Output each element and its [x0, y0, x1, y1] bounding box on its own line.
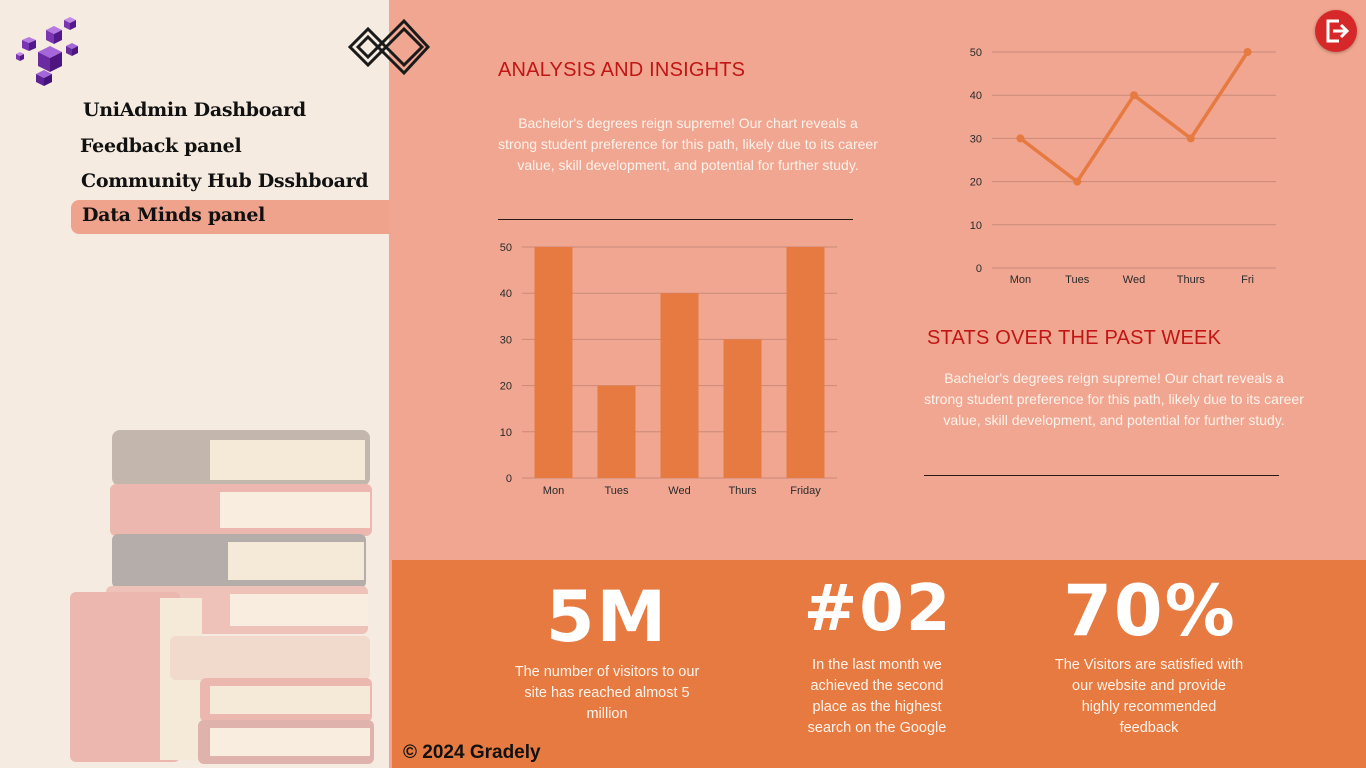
- line-point: [1186, 134, 1195, 143]
- week-stats-text: Bachelor's degrees reign supreme! Our ch…: [924, 370, 1304, 428]
- line-point: [1073, 177, 1082, 186]
- nav-active-highlight: [71, 200, 389, 234]
- line-y-tick-label: 10: [970, 220, 982, 232]
- bar: [534, 247, 573, 478]
- line-y-tick-label: 0: [976, 263, 982, 275]
- footer-copyright: © 2024 Gradely: [403, 742, 541, 763]
- bar-chart: 0 10 20 30 40 50 Mon Tues Wed Thurs Friday: [500, 242, 837, 497]
- books-illustration: [70, 430, 374, 764]
- bar-x-tick-label: Tues: [604, 485, 629, 497]
- analysis-text: Bachelor's degrees reign supreme! Our ch…: [498, 115, 878, 173]
- line-series: [1019, 51, 1250, 184]
- bar: [597, 385, 636, 478]
- line-x-tick-label: Tues: [1065, 274, 1090, 286]
- bar-y-tick-label: 0: [506, 473, 512, 485]
- bar-x-tick-label: Thurs: [728, 485, 757, 497]
- stats-strip: [392, 560, 1366, 768]
- stat-satisfaction-value: 70%: [1063, 570, 1237, 652]
- line-x-tick-label: Mon: [1010, 274, 1031, 286]
- cubes-icon: [16, 17, 78, 86]
- bar: [786, 247, 825, 478]
- nav-item-feedback-panel[interactable]: Feedback panel: [80, 135, 242, 157]
- nav-item-uniadmin-dashboard[interactable]: UniAdmin Dashboard: [83, 99, 306, 121]
- analysis-divider: [498, 219, 853, 220]
- line-y-tick-label: 50: [970, 47, 982, 59]
- bar-y-tick-label: 10: [500, 427, 512, 439]
- week-stats-title: STATS OVER THE PAST WEEK: [927, 327, 1222, 349]
- bar-x-tick-label: Mon: [543, 485, 564, 497]
- sidebar: UniAdmin Dashboard Feedback panel Commun…: [0, 0, 389, 768]
- bar: [660, 293, 699, 478]
- stat-visitors-value: 5M: [545, 576, 669, 658]
- line-y-tick-label: 20: [970, 177, 982, 189]
- bar-y-tick-label: 40: [500, 288, 512, 300]
- stat-satisfaction-text: The Visitors are satisfied with our webs…: [1054, 657, 1244, 736]
- line-point: [1243, 48, 1252, 56]
- bar: [723, 339, 762, 478]
- bar-x-tick-label: Friday: [790, 485, 821, 497]
- logout-button[interactable]: [1315, 10, 1357, 52]
- week-stats-divider: [924, 475, 1279, 476]
- line-x-tick-label: Wed: [1123, 274, 1145, 286]
- bar-y-tick-label: 50: [500, 242, 512, 254]
- bar-x-tick-label: Wed: [668, 485, 690, 497]
- stat-rank-value: #02: [803, 572, 953, 646]
- line-x-tick-label: Fri: [1241, 274, 1254, 286]
- analysis-title: ANALYSIS AND INSIGHTS: [498, 59, 746, 81]
- nav-item-data-minds-panel[interactable]: Data Minds panel: [82, 204, 266, 226]
- stat-visitors-text: The number of visitors to our site has r…: [514, 664, 700, 722]
- line-point: [1130, 91, 1138, 100]
- line-x-tick-label: Thurs: [1177, 274, 1206, 286]
- line-y-tick-label: 40: [970, 90, 982, 102]
- stat-rank-text: In the last month we achieved the second…: [807, 657, 947, 736]
- bar-y-tick-label: 30: [500, 334, 512, 346]
- nav-item-community-hub-dashboard[interactable]: Community Hub Dsshboard: [81, 170, 369, 192]
- bar-y-tick-label: 20: [500, 381, 512, 393]
- line-point: [1016, 134, 1025, 143]
- line-chart: 0 10 20 30 40 50 Mon Tues Wed Thurs Fri: [970, 47, 1276, 286]
- logout-icon: [1326, 19, 1350, 43]
- line-y-tick-label: 30: [970, 133, 982, 145]
- logo-icon: [347, 18, 431, 76]
